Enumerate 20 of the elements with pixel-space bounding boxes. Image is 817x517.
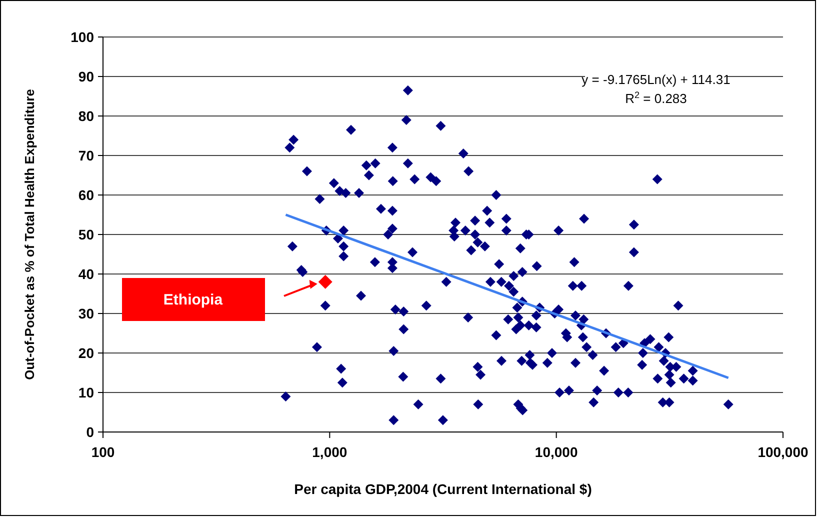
y-tick-label: 80 xyxy=(78,108,94,124)
annotation: R$^{2}$ = 0.283 xyxy=(625,90,687,106)
y-axis-title: Out-of-Pocket as % of Total Health Expenditure xyxy=(22,89,37,380)
x-axis-title: Per capita GDP,2004 (Current International $) xyxy=(294,481,592,497)
x-tick-label: 1,000 xyxy=(312,444,348,460)
y-tick-label: 0 xyxy=(86,424,94,440)
x-tick-label: 100,000 xyxy=(758,444,809,460)
y-tick-label: 10 xyxy=(78,384,94,400)
y-tick-label: 50 xyxy=(78,226,94,242)
y-tick-label: 20 xyxy=(78,344,94,361)
x-tick-label: 10,000 xyxy=(534,444,578,460)
y-tick-label: 30 xyxy=(78,305,94,322)
y-tick-label: 70 xyxy=(78,147,94,164)
y-tick-label: 40 xyxy=(78,266,94,282)
annotation: y = -9.1765Ln(x) + 114.31 xyxy=(582,72,730,87)
y-tick-label: 100 xyxy=(70,28,94,45)
y-tick-label: 90 xyxy=(78,68,94,84)
y-tick-label: 60 xyxy=(78,186,94,203)
annotation: Ethiopia xyxy=(163,291,224,308)
x-tick-label: 100 xyxy=(91,444,115,460)
